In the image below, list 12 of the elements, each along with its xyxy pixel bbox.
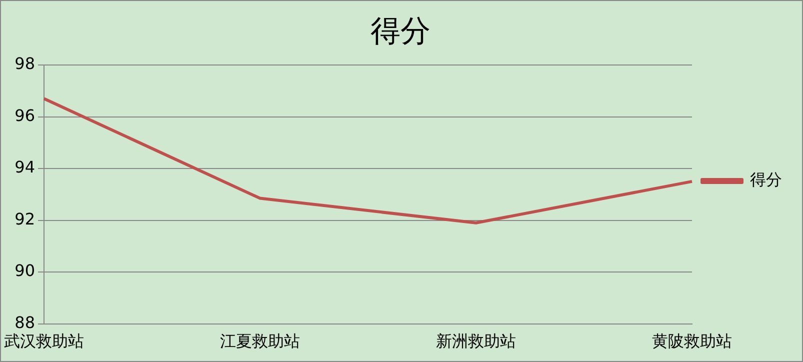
x-tick-label: 武汉救助站 (4, 332, 84, 351)
x-tick-label: 黄陂救助站 (652, 332, 732, 351)
x-tick-label: 江夏救助站 (220, 332, 300, 351)
y-tick-label: 88 (14, 312, 35, 332)
y-tick-label: 90 (14, 261, 35, 280)
chart-title: 得分 (370, 14, 430, 49)
legend-label: 得分 (750, 170, 782, 190)
x-tick-label: 新洲救助站 (436, 332, 516, 351)
y-tick-label: 98 (14, 54, 35, 74)
y-tick-label: 92 (14, 209, 35, 228)
y-tick-label: 96 (14, 106, 35, 125)
y-tick-label: 94 (14, 158, 35, 177)
